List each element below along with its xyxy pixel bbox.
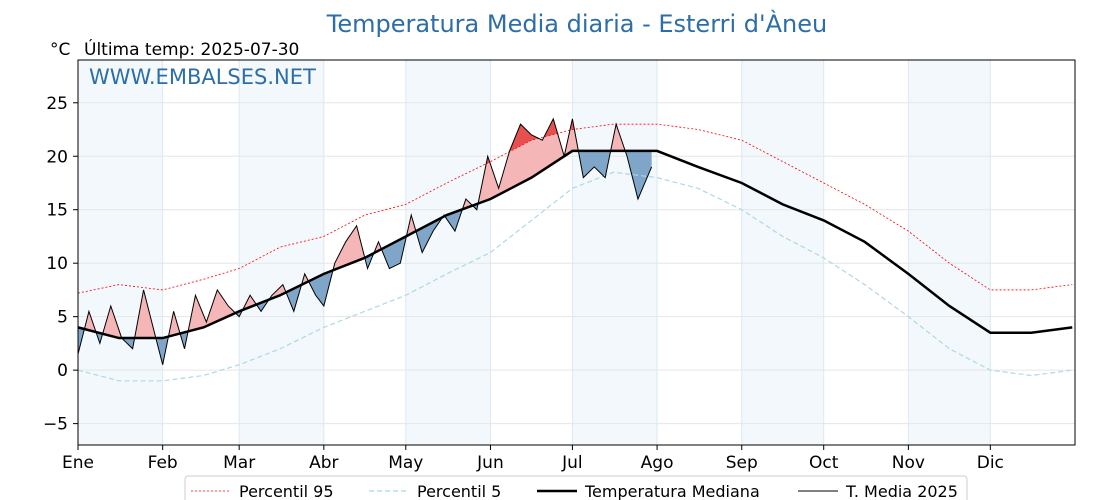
above-median-fill [169,311,181,337]
above-median-fill [407,215,417,236]
below-median-fill [625,150,652,200]
x-tick-label-nov: Nov [892,453,925,473]
y-tick-label: 20 [46,147,68,167]
y-tick-label: 0 [57,361,68,381]
y-tick-label: 25 [46,94,68,114]
watermark-text: WWW.EMBALSES.NET [89,65,316,89]
above-p95-fill [509,124,539,152]
series-lines [77,117,1073,382]
month-band-6 [572,60,658,445]
chart-title: Temperatura Media diaria - Esterri d'Àne… [326,9,828,38]
y-unit-label: °C [50,40,70,60]
above-median-fill [135,289,158,344]
x-tick-label-oct: Oct [809,453,839,473]
x-tick-label-feb: Feb [148,453,178,473]
y-tick-label: 5 [57,308,68,328]
legend-label-0: Percentil 95 [239,482,334,500]
month-band-10 [908,60,991,445]
x-tick-label-abr: Abr [309,453,338,473]
above-median-fill [269,284,287,300]
month-band-2 [239,60,324,445]
x-tick-label-ago: Ago [641,453,674,473]
above-median-fill [188,289,237,332]
below-median-fill [579,150,611,178]
media-2025-line [77,117,653,365]
legend-label-1: Percentil 5 [417,482,501,500]
plot-background [78,60,991,445]
x-tick-label-may: May [388,453,423,473]
above-median-fill [610,124,626,153]
month-band-0 [78,60,163,445]
percentil-95-line [77,123,1073,294]
plot-frame [77,59,1076,446]
below-median-fill [123,334,136,349]
x-tick-label-mar: Mar [223,453,255,473]
legend: Percentil 95 Percentil 5 Temperatura Media… [184,475,968,500]
below-median-fill [157,331,170,365]
legend-label-3: T. Media 2025 [845,482,958,500]
x-tick-label-jun: Jun [476,453,504,473]
y-axis: −5 0 5 10 15 20 25 [43,94,78,435]
x-tick-label-dic: Dic [977,453,1004,473]
y-tick-label: 10 [46,254,68,274]
above-median-fill [243,295,257,310]
x-tick-label-jul: Jul [561,453,583,473]
above-median-fill [333,225,367,271]
grid-lines [77,60,1075,445]
legend-box [184,475,968,500]
above-p95-fill [571,118,574,130]
x-axis: Ene Feb Mar Abr May Jun Jul Ago Sep Oct Nov Dic [62,445,1004,473]
month-band-8 [741,60,824,445]
last-temp-label: Última temp: 2025-07-30 [84,38,299,60]
month-band-4 [405,60,491,445]
above-median-fill [478,118,580,204]
y-tick-label: −5 [43,415,68,435]
below-median-fill [256,299,270,312]
x-tick-label-ene: Ene [62,453,94,473]
percentil-5-line [77,171,1073,382]
x-tick-label-sep: Sep [726,453,758,473]
mediana-line [77,149,1073,340]
above-median-fill [374,241,383,253]
below-median-fill [445,207,464,232]
below-median-fill [308,268,334,306]
legend-label-2: Temperatura Mediana [584,482,760,500]
y-tick-label: 15 [46,201,68,221]
